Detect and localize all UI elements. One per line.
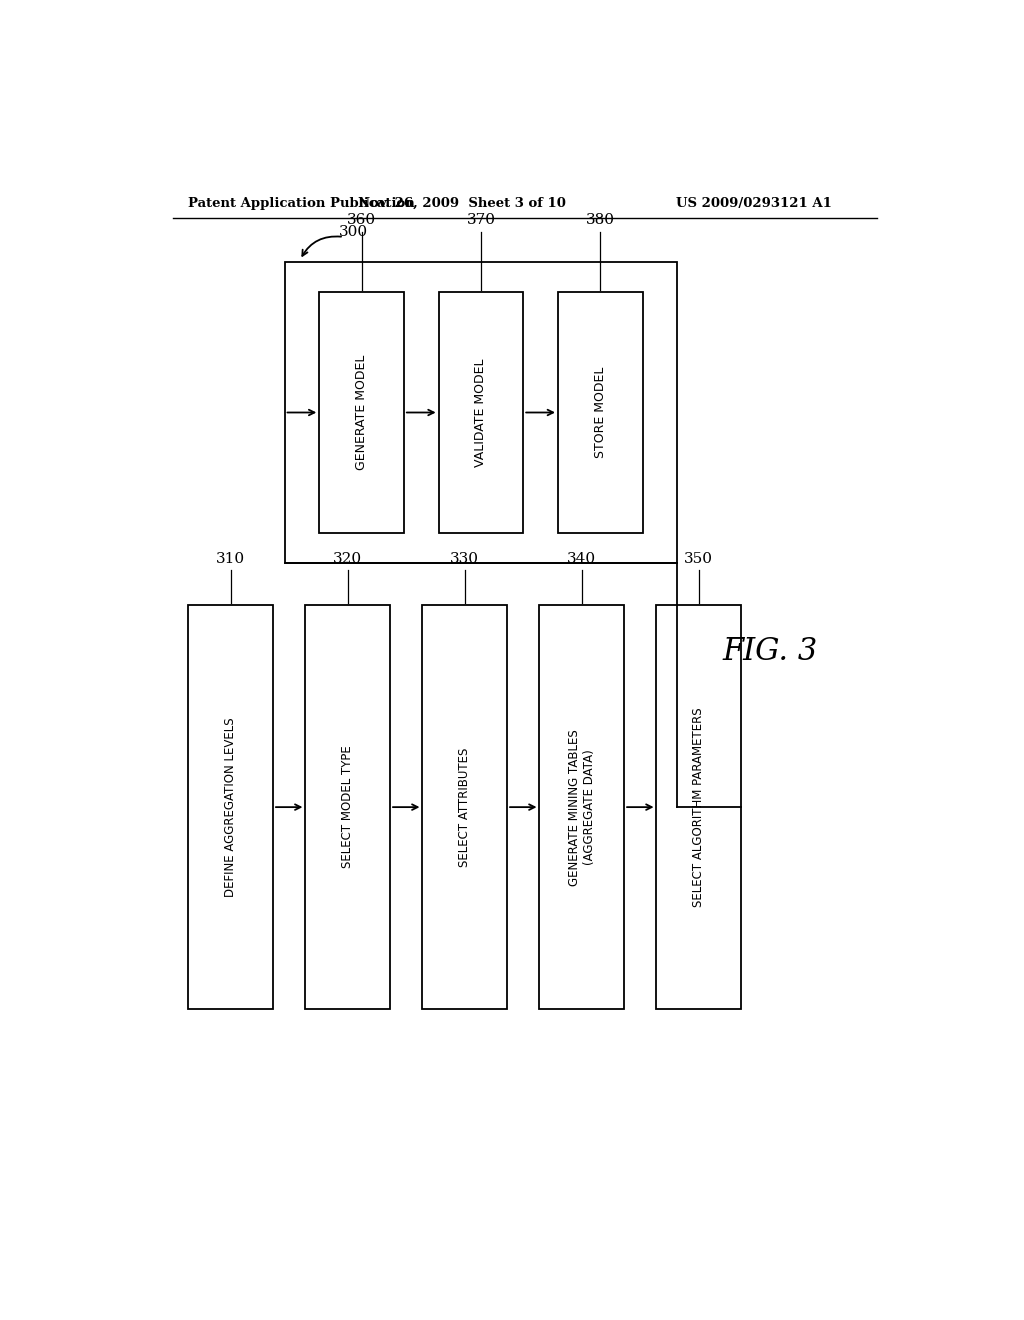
Bar	[319, 292, 403, 533]
Text: GENERATE MODEL: GENERATE MODEL	[355, 355, 368, 470]
Bar	[558, 292, 643, 533]
Text: STORE MODEL: STORE MODEL	[594, 367, 607, 458]
Text: SELECT MODEL TYPE: SELECT MODEL TYPE	[341, 746, 354, 869]
Bar	[285, 263, 677, 562]
Text: 370: 370	[466, 213, 496, 227]
Text: 310: 310	[216, 552, 245, 566]
Text: SELECT ALGORITHM PARAMETERS: SELECT ALGORITHM PARAMETERS	[692, 708, 706, 907]
Text: 300: 300	[339, 224, 369, 239]
Text: SELECT ATTRIBUTES: SELECT ATTRIBUTES	[459, 747, 471, 867]
Text: GENERATE MINING TABLES
(AGGREGATE DATA): GENERATE MINING TABLES (AGGREGATE DATA)	[567, 729, 596, 886]
Bar	[656, 605, 741, 1010]
Text: VALIDATE MODEL: VALIDATE MODEL	[474, 358, 487, 467]
Bar	[438, 292, 523, 533]
Bar	[422, 605, 507, 1010]
Text: Nov. 26, 2009  Sheet 3 of 10: Nov. 26, 2009 Sheet 3 of 10	[357, 197, 565, 210]
Text: FIG. 3: FIG. 3	[722, 636, 817, 667]
Text: Patent Application Publication: Patent Application Publication	[188, 197, 415, 210]
Text: 330: 330	[451, 552, 479, 566]
Text: 360: 360	[347, 213, 376, 227]
Bar	[305, 605, 390, 1010]
Text: DEFINE AGGREGATION LEVELS: DEFINE AGGREGATION LEVELS	[224, 717, 238, 896]
Text: 340: 340	[567, 552, 596, 566]
Text: 350: 350	[684, 552, 714, 566]
Text: US 2009/0293121 A1: US 2009/0293121 A1	[676, 197, 833, 210]
Bar	[188, 605, 273, 1010]
Text: 380: 380	[586, 213, 614, 227]
Bar	[540, 605, 625, 1010]
Text: 320: 320	[333, 552, 362, 566]
